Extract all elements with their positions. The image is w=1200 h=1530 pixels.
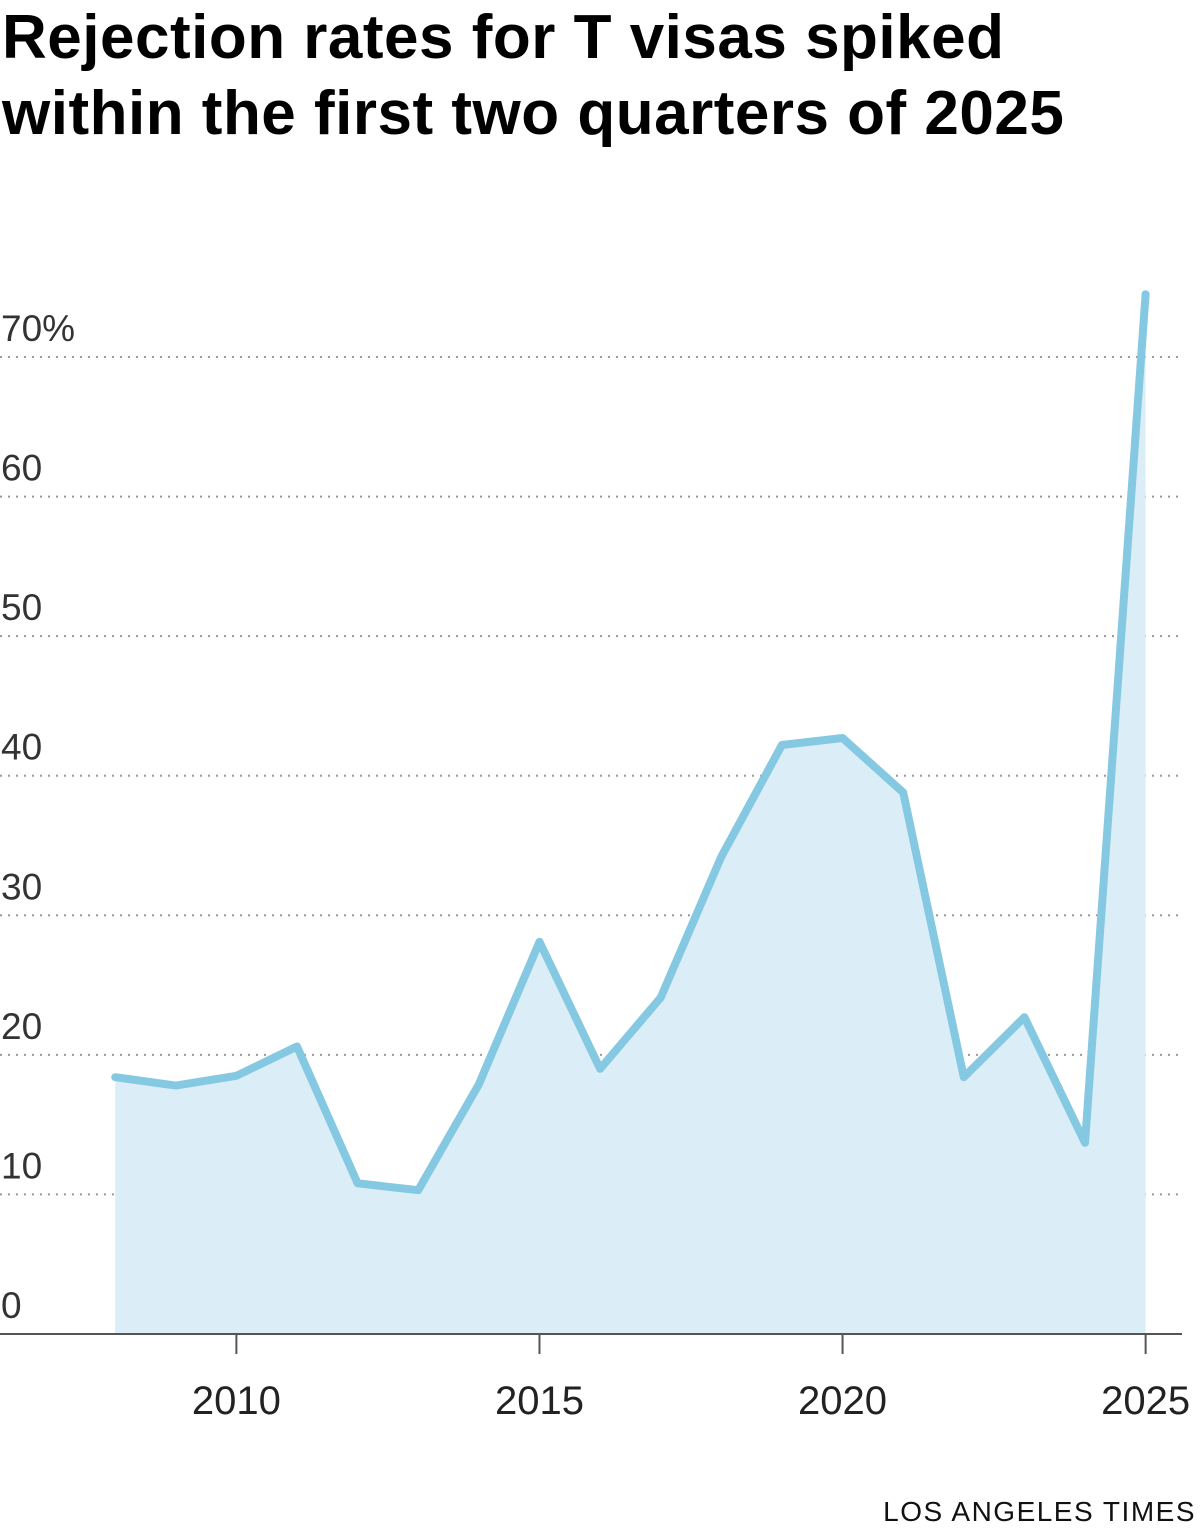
x-tick-label-2020: 2020 (798, 1379, 887, 1423)
x-tick-label-2025: 2025 (1101, 1379, 1190, 1423)
data-point-2025 (1142, 290, 1150, 298)
y-tick-label-70: 70% (1, 308, 75, 349)
data-point-2023 (1020, 1013, 1028, 1021)
y-tick-label-30: 30 (1, 866, 42, 907)
y-tick-label-40: 40 (1, 727, 42, 768)
x-tick-label-2015: 2015 (495, 1379, 584, 1423)
data-point-2019 (778, 741, 786, 749)
data-point-2014 (475, 1080, 483, 1088)
area-fill-layer (115, 294, 1146, 1335)
series-line (111, 290, 1150, 1195)
y-tick-label-50: 50 (1, 587, 42, 628)
data-point-2017 (657, 994, 665, 1002)
series-area (115, 294, 1146, 1335)
data-point-2012 (354, 1179, 362, 1187)
y-tick-label-60: 60 (1, 448, 42, 489)
data-point-2008 (111, 1073, 119, 1081)
y-axis-tick-labels: 0 10 20 30 40 50 60 70% (1, 308, 75, 1326)
data-point-2020 (839, 734, 847, 742)
data-point-2011 (293, 1043, 301, 1051)
data-point-2022 (960, 1073, 968, 1081)
series-line-layer (111, 290, 1150, 1195)
x-tick-label-2010: 2010 (192, 1379, 281, 1423)
x-axis-tick-labels: 2010 2015 2020 2025 (192, 1379, 1190, 1423)
y-tick-label-0: 0 (1, 1285, 22, 1326)
x-axis (0, 1333, 1182, 1354)
data-point-2013 (414, 1186, 422, 1194)
data-point-2009 (172, 1082, 180, 1090)
source-credit: LOS ANGELES TIMES (883, 1496, 1196, 1527)
y-tick-label-10: 10 (1, 1145, 42, 1186)
chart-title: Rejection rates for T visas spiked withi… (2, 3, 1065, 148)
data-point-2010 (232, 1072, 240, 1080)
data-point-2024 (1081, 1139, 1089, 1147)
data-point-2015 (536, 938, 544, 946)
data-point-2021 (899, 789, 907, 797)
data-point-2018 (717, 853, 725, 861)
y-tick-label-20: 20 (1, 1006, 42, 1047)
data-point-2016 (596, 1065, 604, 1073)
